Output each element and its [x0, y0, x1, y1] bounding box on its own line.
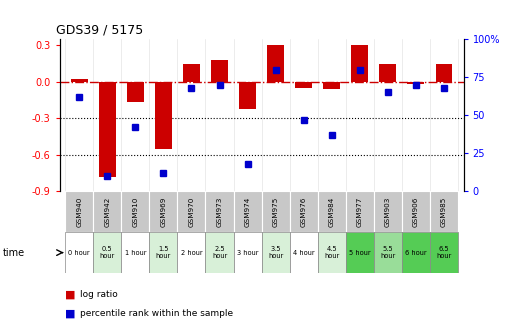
Text: GSM984: GSM984: [329, 197, 335, 227]
Bar: [430, 191, 458, 232]
Text: GSM976: GSM976: [300, 197, 307, 227]
Bar: [408, 82, 424, 84]
Text: percentile rank within the sample: percentile rank within the sample: [80, 309, 234, 318]
Bar: [206, 191, 234, 232]
Text: GDS39 / 5175: GDS39 / 5175: [55, 24, 143, 37]
Text: ■: ■: [65, 309, 75, 319]
Bar: [65, 191, 93, 232]
Bar: [71, 79, 88, 82]
Text: GSM906: GSM906: [413, 197, 419, 227]
Text: 3.5
hour: 3.5 hour: [268, 246, 283, 259]
Bar: [346, 191, 374, 232]
Text: 1 hour: 1 hour: [124, 250, 146, 256]
Bar: [234, 232, 262, 273]
Text: GSM975: GSM975: [272, 197, 279, 227]
Bar: [430, 232, 458, 273]
Bar: [206, 232, 234, 273]
Bar: [374, 232, 402, 273]
Text: GSM985: GSM985: [441, 197, 447, 227]
Bar: [177, 191, 206, 232]
Bar: [267, 45, 284, 82]
Bar: [149, 191, 177, 232]
Bar: [318, 232, 346, 273]
Text: ■: ■: [65, 289, 75, 299]
Bar: [99, 82, 116, 177]
Bar: [121, 232, 149, 273]
Text: GSM977: GSM977: [357, 197, 363, 227]
Bar: [318, 191, 346, 232]
Bar: [127, 82, 144, 102]
Bar: [436, 63, 452, 82]
Text: 1.5
hour: 1.5 hour: [156, 246, 171, 259]
Bar: [402, 191, 430, 232]
Bar: [155, 82, 172, 149]
Bar: [211, 60, 228, 82]
Bar: [323, 82, 340, 89]
Bar: [121, 191, 149, 232]
Text: GSM903: GSM903: [385, 197, 391, 227]
Bar: [290, 232, 318, 273]
Text: 4 hour: 4 hour: [293, 250, 314, 256]
Text: 5 hour: 5 hour: [349, 250, 370, 256]
Text: 0.5
hour: 0.5 hour: [99, 246, 115, 259]
Text: 2.5
hour: 2.5 hour: [212, 246, 227, 259]
Text: GSM942: GSM942: [104, 197, 110, 227]
Text: 5.5
hour: 5.5 hour: [380, 246, 395, 259]
Text: GSM973: GSM973: [217, 197, 223, 227]
Text: 2 hour: 2 hour: [181, 250, 202, 256]
Bar: [295, 82, 312, 88]
Bar: [262, 191, 290, 232]
Text: 6 hour: 6 hour: [405, 250, 427, 256]
Bar: [234, 191, 262, 232]
Bar: [65, 232, 93, 273]
Text: GSM910: GSM910: [132, 197, 138, 227]
Bar: [177, 232, 206, 273]
Bar: [93, 191, 121, 232]
Text: 3 hour: 3 hour: [237, 250, 258, 256]
Text: 4.5
hour: 4.5 hour: [324, 246, 339, 259]
Bar: [262, 232, 290, 273]
Text: 0 hour: 0 hour: [68, 250, 90, 256]
Text: 6.5
hour: 6.5 hour: [436, 246, 452, 259]
Bar: [351, 45, 368, 82]
Bar: [346, 232, 374, 273]
Text: log ratio: log ratio: [80, 290, 118, 299]
Bar: [183, 63, 200, 82]
Bar: [374, 191, 402, 232]
Text: GSM940: GSM940: [76, 197, 82, 227]
Bar: [402, 232, 430, 273]
Bar: [380, 63, 396, 82]
Text: GSM970: GSM970: [189, 197, 194, 227]
Text: GSM974: GSM974: [244, 197, 251, 227]
Text: time: time: [3, 248, 25, 258]
Bar: [290, 191, 318, 232]
Bar: [149, 232, 177, 273]
Text: GSM969: GSM969: [161, 197, 166, 227]
Bar: [93, 232, 121, 273]
Bar: [239, 82, 256, 109]
